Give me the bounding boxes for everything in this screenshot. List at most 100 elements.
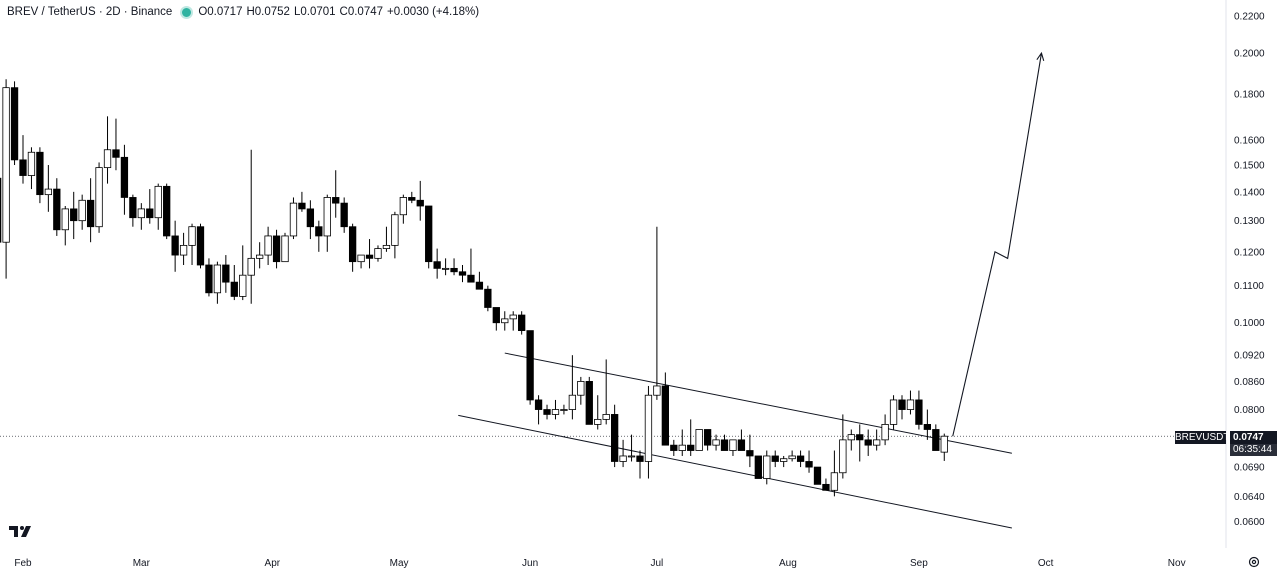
candle (577, 376, 585, 405)
candle-body (196, 226, 205, 266)
candle-body (78, 199, 86, 222)
candle (839, 414, 847, 479)
price-axis[interactable]: 0.2200 0.2000 0.1800 0.1600 0.1500 0.1400 0.13… (1234, 12, 1265, 528)
candle (281, 232, 289, 263)
candle-body (19, 159, 27, 176)
candle (754, 455, 762, 479)
candle (399, 194, 407, 224)
candle (365, 239, 374, 269)
price-tick-label: 0.0800 (1234, 405, 1265, 416)
candle-body (399, 197, 407, 216)
candle-body (813, 466, 822, 485)
candle-body (847, 434, 855, 441)
legend-change: +0.0030 (+4.18%) (387, 6, 480, 18)
time-tick-label: Sep (910, 558, 928, 569)
candle-body (289, 202, 298, 237)
candle-body (518, 314, 526, 331)
candle-body (898, 399, 906, 410)
candle-body (120, 156, 129, 198)
gear-icon[interactable] (1247, 555, 1261, 569)
candle-body (678, 444, 686, 451)
candle-body (188, 226, 196, 246)
candle (788, 450, 796, 462)
candle (0, 177, 2, 243)
candle (526, 330, 534, 405)
candle-body (771, 455, 779, 462)
candle-body (0, 177, 2, 243)
candle (61, 206, 69, 246)
candle-body (560, 409, 568, 411)
candle-body (365, 254, 374, 259)
candle-body (509, 314, 517, 320)
candle (163, 183, 171, 240)
candle-body (146, 208, 154, 219)
candle (796, 450, 805, 468)
candle (450, 258, 458, 276)
candle-body (627, 455, 636, 458)
candle (712, 434, 720, 451)
candle-body (856, 434, 864, 441)
candle (560, 404, 568, 415)
price-tick-label: 0.1000 (1234, 318, 1265, 329)
price-tick-label: 0.2200 (1234, 12, 1265, 23)
tradingview-logo-icon[interactable] (9, 524, 35, 541)
candle-body (247, 257, 255, 276)
candle-body (61, 208, 69, 231)
candle (678, 429, 686, 456)
price-tick-label: 0.1200 (1234, 247, 1265, 258)
candle-body (661, 385, 670, 446)
candle (619, 439, 627, 468)
candle-body (272, 235, 281, 263)
projection-arrow[interactable] (952, 51, 1045, 437)
candle-body (796, 455, 805, 462)
candle-body (551, 409, 560, 415)
candle-body (298, 202, 306, 210)
time-tick-label: Apr (265, 558, 281, 569)
candle-body (788, 455, 796, 460)
candle (695, 429, 703, 451)
candle-body (306, 208, 315, 228)
candle-body (763, 455, 771, 479)
candle-body (323, 197, 331, 237)
candle (780, 455, 788, 468)
candle (670, 439, 678, 456)
candlestick-series (0, 79, 948, 497)
candle (856, 424, 864, 462)
candle-body (822, 483, 830, 491)
candle (492, 307, 500, 331)
candle-body (112, 149, 120, 158)
candle (644, 385, 653, 479)
candle (137, 203, 145, 230)
time-tick-label: Nov (1168, 558, 1186, 569)
time-axis[interactable]: Feb Mar Apr May Jun Jul Aug Sep Oct Nov (14, 558, 1185, 569)
candle (627, 434, 636, 462)
candle-body (264, 235, 272, 256)
candle (2, 79, 10, 279)
candle-body (256, 254, 264, 259)
candle-body (86, 199, 95, 228)
candle (44, 165, 53, 212)
candle-body (475, 281, 484, 290)
candle (315, 220, 323, 252)
candle-body (391, 214, 399, 246)
candle-body (213, 264, 222, 294)
candle-body (163, 185, 171, 237)
candle (509, 311, 517, 331)
candle (222, 255, 230, 293)
time-tick-label: May (390, 558, 409, 569)
candle-body (10, 87, 19, 161)
candle (441, 258, 450, 276)
candle-body (644, 394, 653, 462)
candle (805, 450, 813, 473)
candle-body (433, 261, 441, 269)
candle-body (526, 330, 534, 401)
candle (382, 226, 391, 252)
candle-body (534, 399, 543, 410)
candle (179, 232, 188, 266)
candle (348, 223, 357, 272)
time-tick-label: Feb (14, 558, 32, 569)
symbol-title[interactable]: BREV / TetherUS · 2D · Binance (7, 6, 173, 18)
candle (433, 248, 441, 279)
candle (729, 439, 737, 456)
